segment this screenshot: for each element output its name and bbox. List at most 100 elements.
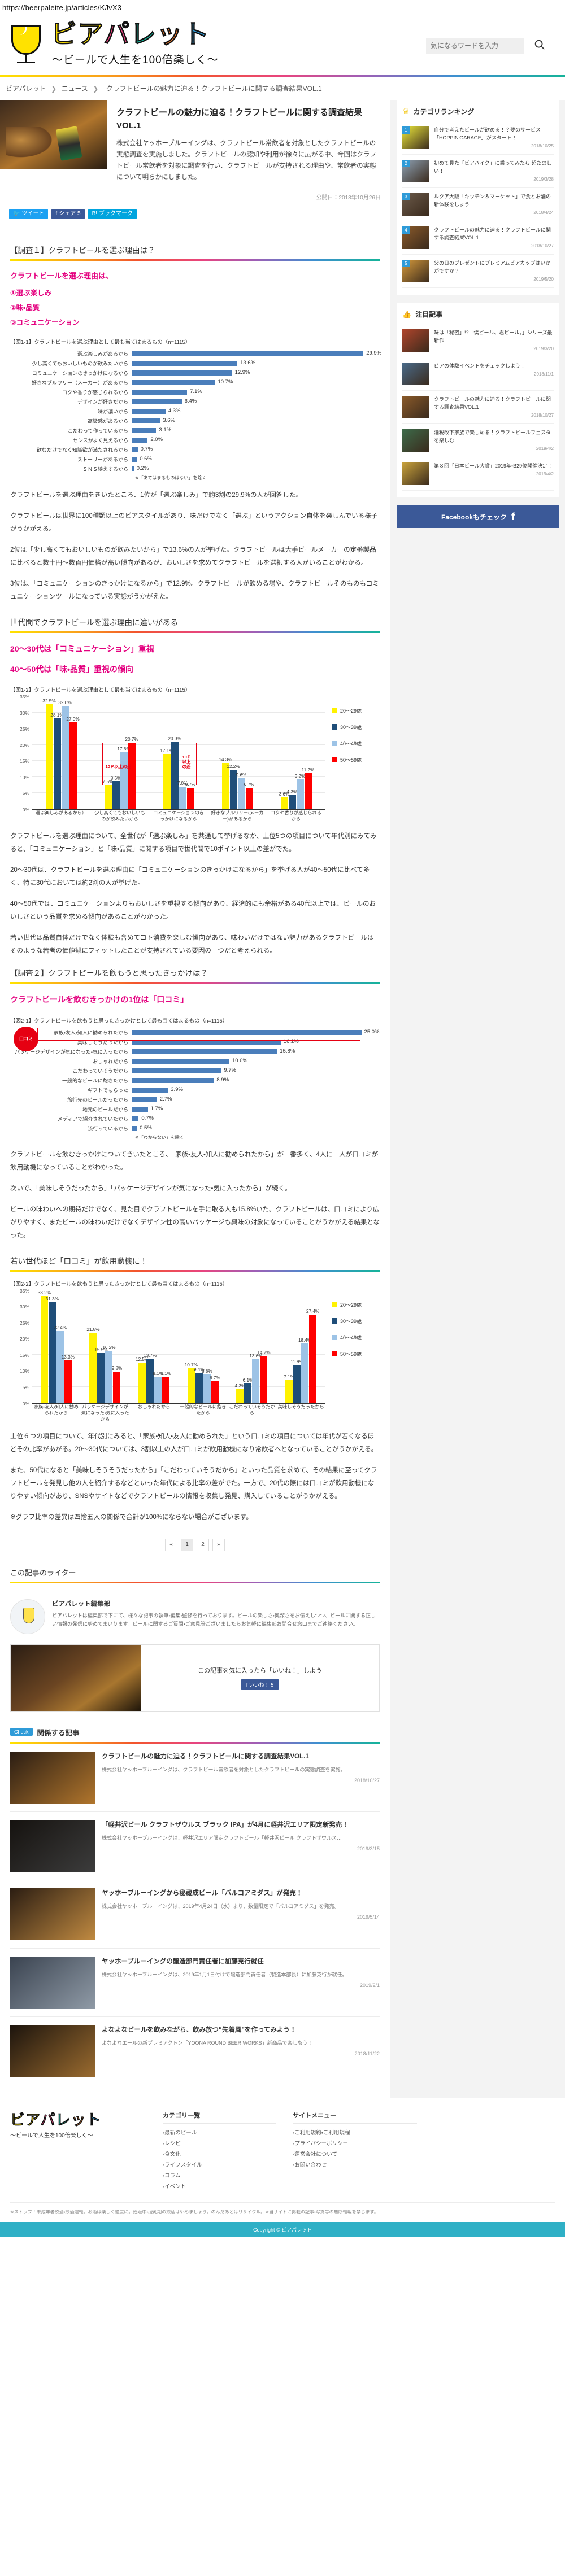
related-item-title[interactable]: ヤッホーブルーイングの醸造部門責任者に加藤克行就任 [102,1958,264,1965]
chart-bar-group: 12.5% 13.7% 8.1% 8.1% [136,1291,171,1403]
list-item[interactable]: 3 ルクア大阪「キッチン＆マーケット」で食とお酒の新体験をしよう！ 2018/4/2… [402,188,554,221]
list-item-date: 2018/10/25 [531,143,554,149]
chart-bar-group: 3.6% 4.3% 9.2% 11.2% [279,697,314,810]
twitter-share-button[interactable]: 🐦 ツイート [9,208,49,219]
chart-bar: 31.3% [46,1296,59,1403]
list-item-title[interactable]: 父の日のプレゼントにプレミアムビアカップはいかがですか？ [434,260,551,274]
chart-category-label: 高級感があるから [87,418,128,425]
footer-link[interactable]: ご利用規約・ご利用規程 [293,2128,417,2138]
list-item[interactable]: 「軽井沢ビール クラフトザウルス ブラック IPA」が4月に軽井沢エリア限定新発… [10,1812,380,1880]
kuchikomi-highlight-box [37,1027,360,1041]
facebook-share-button[interactable]: f シェア 5 [51,208,85,219]
chart-value-label: 7.1% [190,388,202,395]
footer-link[interactable]: 運営会社について [293,2149,417,2160]
list-item[interactable]: 酒税改下家族で楽しめる！クラフトビールフェスタを楽しむ 2019/4/2 [402,424,554,457]
list-item-title[interactable]: 初めて見た「ビアバイク」に乗ってみたら 超たのしい！ [434,160,552,174]
breadcrumb-item-home[interactable]: ビアパレット [6,85,46,93]
list-item[interactable]: クラフトビールの魅力に迫る！クラフトビールに関する調査結果VOL.1 株式会社ヤッ… [10,1744,380,1812]
writer-section-heading: この記事のライター [10,1568,76,1577]
chart-category-label: デザインが好きだから [77,399,128,405]
chart-category-label: コミュニケーションのきっかけになるから [32,370,128,377]
pagination-next[interactable]: » [212,1538,225,1551]
list-item-title[interactable]: 第８回「日本ビール大賞」2019年・B29位開催決定！ [434,463,553,469]
chart-plot-area: 33.2% 31.3% 22.4% 13.3% 21.8% 15.5% 16.2% 9.8% 1… [32,1289,325,1404]
footer-link[interactable]: 最新のビール [163,2128,276,2138]
search-icon[interactable] [530,36,549,55]
pagination-page-1[interactable]: 1 [181,1538,193,1551]
list-item[interactable]: 1 自分で考えたビールが飲める！？夢のサービス「HOPPIN'GARAGE」がスタ… [402,121,554,155]
list-item-title[interactable]: 酒税改下家族で楽しめる！クラフトビールフェスタを楽しむ [434,430,551,443]
footer-link[interactable]: イベント [163,2181,276,2192]
chart-value-label: 3.6% [163,417,175,424]
chart-bar-row: 味が濃いから 4.3% [10,407,380,417]
list-item-date: 2018/4/24 [533,209,554,215]
chart-bar [132,466,134,472]
list-item[interactable]: ヤッホーブルーイングの醸造部門責任者に加藤克行就任 株式会社ヤッホーブルーイングは… [10,1949,380,2017]
kuchikomi-highlight-badge: 口コミ [14,1026,38,1051]
chart-x-axis: 選ぶ楽しみがあるから） 少し高くてもおいしいものが飲みたいから コミュニケーションの… [32,810,325,822]
footer-link[interactable]: プライバシーポリシー [293,2138,417,2149]
footer-col-heading-1: カテゴリ一覧 [163,2111,276,2124]
section-rule-2 [10,631,380,634]
footer-link[interactable]: レシピ [163,2138,276,2149]
list-item[interactable]: 第８回「日本ビール大賞」2019年・B29位開催決定！ 2019/4/2 [402,457,554,491]
breadcrumb-item-news[interactable]: ニュース [61,85,88,93]
list-item[interactable]: ビアの体験イベントをチェックしよう！ 2018/11/1 [402,357,554,391]
chart-bar-track: 6.4% [132,397,380,407]
list-item[interactable]: よなよなビールを飲みながら、飲み放つ“先着風”を作ってみよう！ よなよなエールの新… [10,2017,380,2085]
related-item-title[interactable]: クラフトビールの魅力に迫る！クラフトビールに関する調査結果VOL.1 [102,1753,309,1760]
paragraph-4-3: ※グラフ比率の差異は四捨五入の関係で合計が100%にならない場合がございます。 [10,1513,253,1521]
list-item-title[interactable]: ビアの体験イベントをチェックしよう！ [434,363,526,369]
chart-value-label: 8.8% [201,1369,212,1374]
chart-value-label: 32.5% [42,698,56,704]
ranking-heading: ♛ カテゴリランキング [402,107,554,121]
list-item-title[interactable]: ルクア大阪「キッチン＆マーケット」で食とお酒の新体験をしよう！ [434,194,551,207]
related-item-title[interactable]: ヤッホーブルーイングから秘蔵成ビール「バルコアミダス」が発売！ [102,1889,303,1897]
related-item-title[interactable]: 「軽井沢ビール クラフトザウルス ブラック IPA」が4月に軽井沢エリア限定新発… [102,1821,349,1828]
chart-bar-group: 7.5% 8.6% 17.6% 20.7% 10Ｐ以上の差 [102,697,138,810]
chart-legend: 20～29歳 30～39歳 40～49歳 50～59歳 [325,1291,380,1404]
search-input[interactable] [426,38,524,54]
footer-wordmark: ビアパレット [10,2111,146,2129]
footer-link[interactable]: ライフスタイル [163,2160,276,2171]
chart-x-tick-label: パッケージデザインが気になった・気に入ったから [81,1404,129,1422]
chart-bar-group: 14.3% 12.2% 9.6% 6.7% [219,697,254,810]
chart-bar-track: 2.0% [132,435,380,446]
chart-legend-swatch [332,724,337,730]
footer-link[interactable]: 食文化 [163,2149,276,2160]
chart-gridline [32,1354,325,1355]
facebook-banner[interactable]: Facebookもチェック f [397,505,559,528]
footer-logo[interactable]: ビアパレット ～ビールで人生を100倍楽しく～ [10,2111,146,2192]
hatena-bookmark-button[interactable]: B! ブックマーク [88,208,137,219]
list-item[interactable]: 5 父の日のプレゼントにプレミアムビアカップはいかがですか？ 2019/5/20 [402,255,554,288]
list-item-title[interactable]: 自分で考えたビールが飲める！？夢のサービス「HOPPIN'GARAGE」がスター… [434,127,541,141]
chart-value-label: 7.0% [177,781,188,787]
chart-bar-group: 32.5% 28.1% 32.0% 27.0% [42,697,80,810]
browser-url-bar[interactable]: https://beerpalette.jp/articles/KJvX3 [2,3,122,12]
list-item-date: 2019/5/20 [533,276,554,282]
chart-bar-row: 流行っているから 0.5% [10,1123,380,1133]
footer-link[interactable]: コラム [163,2171,276,2181]
pagination: « 1 2 » [10,1538,380,1551]
site-logo[interactable]: ビアパレット ～ビールで人生を100倍楽しく～ [5,19,270,71]
footer-link[interactable]: お問い合わせ [293,2160,417,2171]
chart-legend-item: 30～39歳 [332,723,380,731]
list-item[interactable]: ヤッホーブルーイングから秘蔵成ビール「バルコアミダス」が発売！ 株式会社ヤッホーブ… [10,1880,380,1949]
list-item[interactable]: 2 初めて見た「ビアバイク」に乗ってみたら 超たのしい！ 2019/3/28 [402,155,554,188]
list-item[interactable]: クラフトビールの魅力に迫る！クラフトビールに関する調査結果VOL.1 2018/1… [402,391,554,424]
facebook-like-button[interactable]: f いいね！ 5 [240,1679,280,1691]
list-item-title[interactable]: 味は「秘密」!?「僕ビール、君ビール。」シリーズ最新作 [434,330,553,343]
related-item-title[interactable]: よなよなビールを飲みながら、飲み放つ“先着風”を作ってみよう！ [102,2026,297,2033]
chart-bar-track: 12.9% [132,368,380,378]
list-item[interactable]: 味は「秘密」!?「僕ビール、君ビール。」シリーズ最新作 2019/3/20 [402,324,554,357]
pagination-page-2[interactable]: 2 [197,1538,209,1551]
rank-badge: 1 [402,126,410,134]
list-item-title[interactable]: クラフトビールの魅力に迫る！クラフトビールに関する調査結果VOL.1 [434,227,551,241]
related-badge: Check [10,1728,33,1736]
chart-bar [132,380,215,386]
list-item-title[interactable]: クラフトビールの魅力に迫る！クラフトビールに関する調査結果VOL.1 [434,396,551,410]
list-item[interactable]: 4 クラフトビールの魅力に迫る！クラフトビールに関する調査結果VOL.1 2018/… [402,221,554,255]
chart-value-label: 8.1% [153,1371,163,1377]
pagination-prev[interactable]: « [165,1538,177,1551]
footer-logo-char-4: レ [55,2111,71,2128]
